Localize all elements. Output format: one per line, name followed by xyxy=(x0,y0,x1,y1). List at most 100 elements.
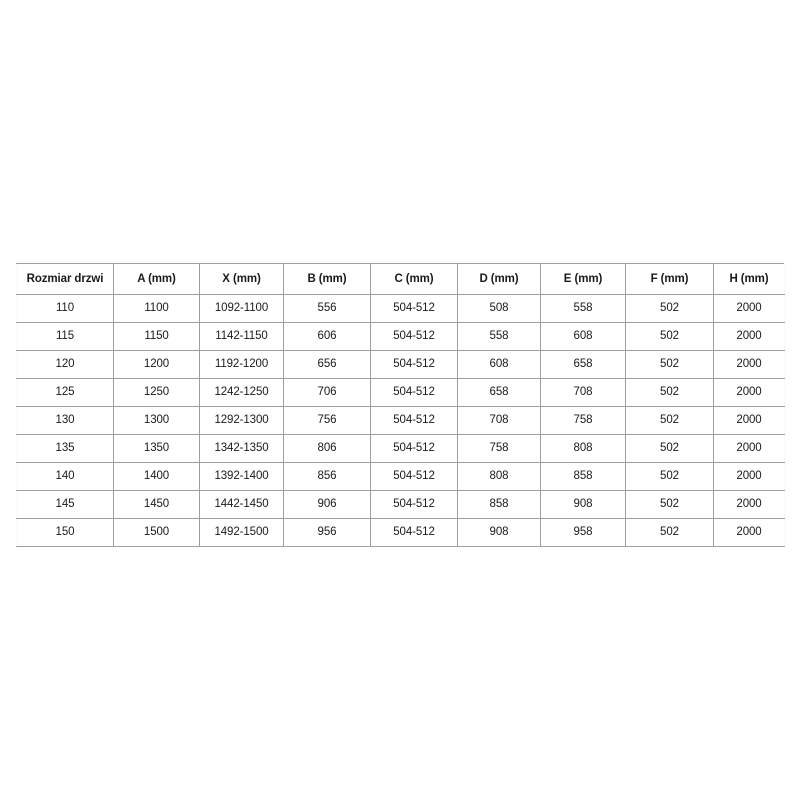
cell-h: 2000 xyxy=(713,462,785,491)
cell-size: 150 xyxy=(16,518,114,547)
table-row: 140 1400 1392-1400 856 504-512 808 858 502 2000 xyxy=(16,462,785,491)
column-header-c: C (mm) xyxy=(370,263,458,295)
cell-c: 504-512 xyxy=(370,294,458,323)
cell-h: 2000 xyxy=(713,406,785,435)
cell-c: 504-512 xyxy=(370,350,458,379)
cell-b: 656 xyxy=(283,350,371,379)
cell-x: 1442-1450 xyxy=(199,490,284,519)
cell-x: 1242-1250 xyxy=(199,378,284,407)
table-row: 115 1150 1142-1150 606 504-512 558 608 502 2000 xyxy=(16,322,785,351)
column-header-e: E (mm) xyxy=(540,263,626,295)
cell-d: 558 xyxy=(457,322,541,351)
cell-a: 1400 xyxy=(113,462,200,491)
cell-b: 706 xyxy=(283,378,371,407)
cell-h: 2000 xyxy=(713,434,785,463)
cell-h: 2000 xyxy=(713,518,785,547)
cell-f: 502 xyxy=(625,406,714,435)
cell-f: 502 xyxy=(625,322,714,351)
table-row: 150 1500 1492-1500 956 504-512 908 958 502 2000 xyxy=(16,518,785,547)
cell-c: 504-512 xyxy=(370,518,458,547)
cell-e: 658 xyxy=(540,350,626,379)
cell-x: 1292-1300 xyxy=(199,406,284,435)
cell-e: 558 xyxy=(540,294,626,323)
column-header-h: H (mm) xyxy=(713,263,785,295)
table-header: Rozmiar drzwi A (mm) X (mm) B (mm) C (mm) D (… xyxy=(16,263,785,295)
cell-e: 708 xyxy=(540,378,626,407)
cell-a: 1300 xyxy=(113,406,200,435)
table-body: 110 1100 1092-1100 556 504-512 508 558 502 2000 1… xyxy=(16,294,785,547)
cell-h: 2000 xyxy=(713,322,785,351)
cell-d: 658 xyxy=(457,378,541,407)
cell-a: 1350 xyxy=(113,434,200,463)
cell-h: 2000 xyxy=(713,294,785,323)
cell-size: 115 xyxy=(16,322,114,351)
cell-h: 2000 xyxy=(713,350,785,379)
table-row: 125 1250 1242-1250 706 504-512 658 708 502 2000 xyxy=(16,378,785,407)
cell-f: 502 xyxy=(625,294,714,323)
table-header-row: Rozmiar drzwi A (mm) X (mm) B (mm) C (mm) D (… xyxy=(16,263,785,295)
cell-a: 1450 xyxy=(113,490,200,519)
cell-h: 2000 xyxy=(713,490,785,519)
cell-size: 145 xyxy=(16,490,114,519)
table-row: 135 1350 1342-1350 806 504-512 758 808 502 2000 xyxy=(16,434,785,463)
cell-f: 502 xyxy=(625,378,714,407)
cell-b: 806 xyxy=(283,434,371,463)
cell-x: 1092-1100 xyxy=(199,294,284,323)
cell-c: 504-512 xyxy=(370,490,458,519)
spec-table-container: Rozmiar drzwi A (mm) X (mm) B (mm) C (mm) D (… xyxy=(16,263,785,547)
cell-x: 1192-1200 xyxy=(199,350,284,379)
table-row: 130 1300 1292-1300 756 504-512 708 758 502 2000 xyxy=(16,406,785,435)
cell-a: 1250 xyxy=(113,378,200,407)
cell-size: 135 xyxy=(16,434,114,463)
cell-e: 608 xyxy=(540,322,626,351)
cell-e: 908 xyxy=(540,490,626,519)
cell-a: 1100 xyxy=(113,294,200,323)
cell-e: 958 xyxy=(540,518,626,547)
cell-d: 508 xyxy=(457,294,541,323)
cell-b: 956 xyxy=(283,518,371,547)
cell-b: 606 xyxy=(283,322,371,351)
cell-c: 504-512 xyxy=(370,378,458,407)
cell-a: 1500 xyxy=(113,518,200,547)
column-header-b: B (mm) xyxy=(283,263,371,295)
column-header-d: D (mm) xyxy=(457,263,541,295)
cell-d: 858 xyxy=(457,490,541,519)
cell-f: 502 xyxy=(625,490,714,519)
cell-f: 502 xyxy=(625,350,714,379)
cell-f: 502 xyxy=(625,434,714,463)
cell-d: 758 xyxy=(457,434,541,463)
cell-e: 858 xyxy=(540,462,626,491)
table-row: 145 1450 1442-1450 906 504-512 858 908 502 2000 xyxy=(16,490,785,519)
table-row: 120 1200 1192-1200 656 504-512 608 658 502 2000 xyxy=(16,350,785,379)
column-header-size: Rozmiar drzwi xyxy=(16,263,114,295)
cell-b: 906 xyxy=(283,490,371,519)
cell-x: 1492-1500 xyxy=(199,518,284,547)
cell-a: 1150 xyxy=(113,322,200,351)
cell-c: 504-512 xyxy=(370,406,458,435)
cell-b: 556 xyxy=(283,294,371,323)
door-size-specification-table: Rozmiar drzwi A (mm) X (mm) B (mm) C (mm) D (… xyxy=(16,263,785,547)
cell-d: 708 xyxy=(457,406,541,435)
cell-b: 856 xyxy=(283,462,371,491)
cell-size: 125 xyxy=(16,378,114,407)
cell-x: 1392-1400 xyxy=(199,462,284,491)
cell-d: 808 xyxy=(457,462,541,491)
cell-size: 130 xyxy=(16,406,114,435)
cell-e: 758 xyxy=(540,406,626,435)
table-row: 110 1100 1092-1100 556 504-512 508 558 502 2000 xyxy=(16,294,785,323)
cell-size: 140 xyxy=(16,462,114,491)
column-header-a: A (mm) xyxy=(113,263,200,295)
cell-f: 502 xyxy=(625,462,714,491)
cell-c: 504-512 xyxy=(370,434,458,463)
cell-f: 502 xyxy=(625,518,714,547)
cell-d: 908 xyxy=(457,518,541,547)
cell-size: 120 xyxy=(16,350,114,379)
column-header-x: X (mm) xyxy=(199,263,284,295)
cell-x: 1142-1150 xyxy=(199,322,284,351)
cell-c: 504-512 xyxy=(370,322,458,351)
cell-b: 756 xyxy=(283,406,371,435)
cell-c: 504-512 xyxy=(370,462,458,491)
cell-e: 808 xyxy=(540,434,626,463)
cell-size: 110 xyxy=(16,294,114,323)
